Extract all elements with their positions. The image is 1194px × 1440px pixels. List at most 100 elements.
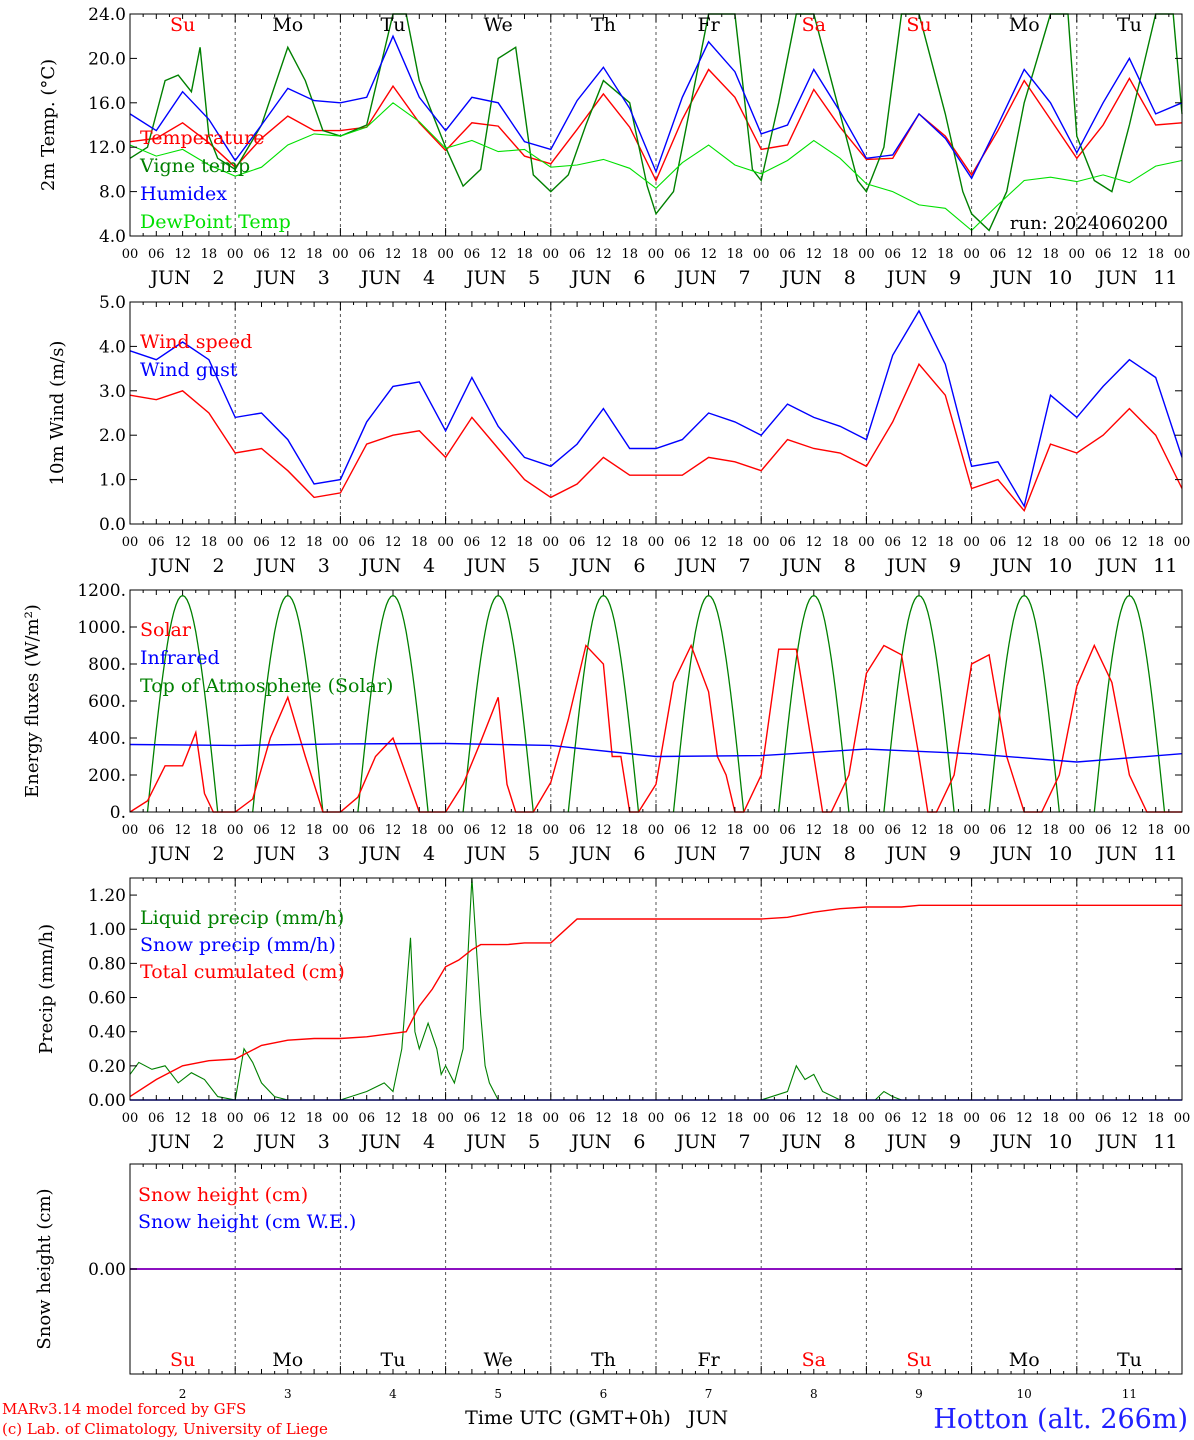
hour-tick-label: 06	[569, 823, 586, 838]
hour-tick-label: 06	[464, 823, 481, 838]
legend-entry: DewPoint Temp	[140, 211, 291, 233]
hour-tick-label: 06	[1095, 823, 1112, 838]
hour-tick-label: 00	[648, 823, 665, 838]
day-number-label: 10	[1048, 1131, 1072, 1153]
hour-tick-label: 06	[884, 535, 901, 550]
hour-tick-label: 00	[122, 535, 139, 550]
hour-tick-label: 12	[806, 823, 823, 838]
day-month-label: JUN	[885, 267, 927, 289]
hour-tick-label: 00	[437, 247, 454, 262]
hour-tick-label: 00	[122, 247, 139, 262]
day-month-label: JUN	[359, 843, 401, 865]
y-tick-label: 5.0	[99, 293, 126, 313]
y-tick-label: 1200.	[77, 581, 126, 601]
day-number-label: 5	[528, 1131, 540, 1153]
y-tick-label: 200.	[88, 766, 126, 786]
weekday-top: Mo	[272, 14, 303, 36]
hour-tick-label: 12	[700, 247, 717, 262]
legend-entry: Infrared	[140, 647, 220, 669]
hour-tick-label: 18	[1042, 823, 1059, 838]
hour-tick-label: 18	[411, 1111, 428, 1126]
day-number-label: 3	[318, 555, 330, 577]
hour-tick-label: 12	[911, 1111, 928, 1126]
hour-tick-label: 00	[1069, 823, 1086, 838]
hour-tick-label: 12	[174, 247, 191, 262]
hour-tick-label: 12	[280, 247, 297, 262]
hour-tick-label: 00	[332, 535, 349, 550]
hour-tick-label: 00	[1069, 247, 1086, 262]
hour-tick-label: 12	[1016, 823, 1033, 838]
hour-tick-label: 18	[411, 247, 428, 262]
day-number-label: 11	[1153, 1131, 1177, 1153]
day-month-label: JUN	[254, 1131, 296, 1153]
day-month-label: JUN	[780, 843, 822, 865]
y-tick-label: 800.	[88, 655, 126, 675]
hour-tick-label: 18	[516, 535, 533, 550]
weekday-top: Su	[906, 14, 931, 36]
y-axis-label: Precip (mm/h)	[36, 924, 57, 1054]
hour-tick-label: 18	[621, 247, 638, 262]
hour-tick-label: 12	[1121, 823, 1138, 838]
hour-tick-label: 18	[937, 535, 954, 550]
hour-tick-label: 06	[990, 535, 1007, 550]
hour-tick-label: 00	[543, 1111, 560, 1126]
hour-tick-label: 00	[1174, 1111, 1191, 1126]
day-number-label: 11	[1153, 267, 1177, 289]
day-month-label: JUN	[569, 555, 611, 577]
y-tick-label: 1.20	[88, 886, 126, 906]
hour-tick-label: 18	[621, 1111, 638, 1126]
y-tick-label: 1.0	[99, 471, 126, 491]
hour-tick-label: 06	[779, 1111, 796, 1126]
hour-tick-label: 12	[806, 247, 823, 262]
day-month-label: JUN	[780, 555, 822, 577]
hour-tick-label: 12	[280, 1111, 297, 1126]
hour-tick-label: 00	[332, 823, 349, 838]
day-month-label: JUN	[359, 1131, 401, 1153]
day-month-label: JUN	[254, 843, 296, 865]
x-axis-month: JUN	[686, 1407, 728, 1429]
hour-tick-label: 12	[174, 823, 191, 838]
bottom-day-number: 7	[705, 1387, 713, 1401]
day-number-label: 7	[739, 267, 751, 289]
series-line-3	[129, 34, 1183, 180]
hour-tick-label: 12	[700, 1111, 717, 1126]
hour-tick-label: 00	[1174, 535, 1191, 550]
day-number-label: 4	[423, 555, 435, 577]
legend-entry: Humidex	[140, 183, 227, 205]
hour-tick-label: 18	[516, 1111, 533, 1126]
series-line-4	[129, 102, 1183, 232]
hour-tick-label: 00	[858, 1111, 875, 1126]
hour-tick-label: 18	[727, 535, 744, 550]
hour-tick-label: 18	[1042, 1111, 1059, 1126]
hour-tick-label: 18	[832, 823, 849, 838]
day-month-label: JUN	[148, 555, 190, 577]
hour-tick-label: 18	[937, 823, 954, 838]
hour-tick-label: 18	[306, 1111, 323, 1126]
hour-tick-label: 00	[332, 247, 349, 262]
day-number-label: 3	[318, 843, 330, 865]
bottom-day-number: 10	[1017, 1387, 1032, 1401]
day-month-label: JUN	[990, 267, 1032, 289]
weekday-bottom: Th	[591, 1349, 616, 1371]
weekday-bottom: Su	[906, 1349, 931, 1371]
day-month-label: JUN	[780, 267, 822, 289]
y-tick-label: 0.60	[88, 989, 126, 1009]
hour-tick-label: 00	[543, 823, 560, 838]
y-tick-label: 3.0	[99, 382, 126, 402]
hour-tick-label: 00	[648, 1111, 665, 1126]
hour-tick-label: 18	[832, 247, 849, 262]
hour-tick-label: 18	[832, 1111, 849, 1126]
hour-tick-label: 12	[1121, 535, 1138, 550]
day-number-label: 2	[213, 843, 225, 865]
footer-lab: (c) Lab. of Climatology, University of L…	[2, 1420, 328, 1438]
hour-tick-label: 06	[148, 535, 165, 550]
day-number-label: 6	[633, 267, 645, 289]
bottom-day-number: 9	[915, 1387, 923, 1401]
legend-entry: Temperature	[140, 127, 264, 149]
footer-model: MARv3.14 model forced by GFS	[2, 1400, 246, 1418]
day-number-label: 4	[423, 1131, 435, 1153]
hour-tick-label: 18	[832, 535, 849, 550]
day-month-label: JUN	[148, 843, 190, 865]
day-month-label: JUN	[359, 267, 401, 289]
